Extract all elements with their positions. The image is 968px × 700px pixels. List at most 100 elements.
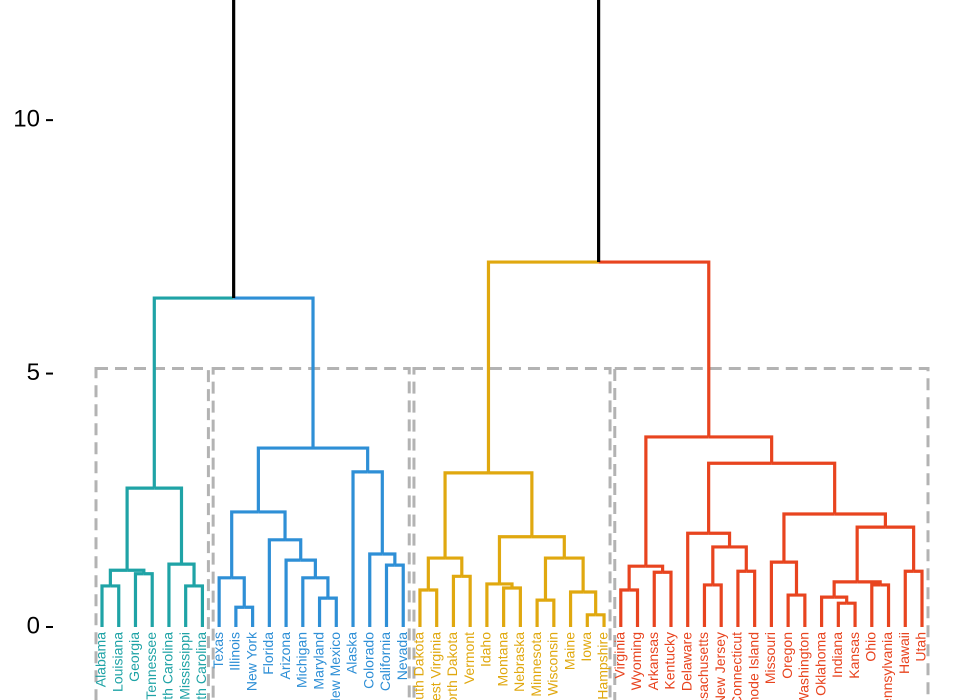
branch (857, 580, 882, 585)
leaf-label: Montana (494, 632, 510, 687)
branch (127, 568, 146, 574)
leaf-label: Texas (210, 632, 226, 669)
branch (769, 560, 784, 627)
branch (152, 296, 234, 489)
branch (597, 0, 601, 263)
branch (232, 0, 236, 299)
leaf-label: Michigan (294, 632, 310, 688)
branch (913, 569, 924, 627)
branch (108, 568, 128, 586)
branch (300, 558, 317, 578)
leaf-label: California (377, 632, 393, 691)
branch (595, 613, 606, 627)
branch (230, 510, 259, 578)
branch (317, 596, 328, 627)
leaf-label: Massachusetts (695, 632, 711, 700)
y-tick-label: 10 (13, 105, 40, 132)
branch (256, 446, 314, 512)
branch (284, 558, 301, 627)
branch (367, 470, 384, 555)
leaf-label: West Virginia (427, 632, 443, 700)
branch (535, 598, 546, 627)
leaf-label: Iowa (578, 632, 594, 662)
branch (488, 471, 534, 537)
leaf-label: Oregon (779, 632, 795, 679)
branch (154, 486, 184, 565)
branch (834, 595, 849, 604)
branch (855, 525, 886, 582)
branch (564, 556, 585, 593)
leaf-label: Louisiana (109, 632, 125, 692)
branch (771, 461, 837, 514)
leaf-label: Tennessee (143, 632, 159, 700)
branch (786, 593, 797, 627)
branch (394, 563, 405, 627)
leaf-label: South Dakota (411, 632, 427, 700)
branch (531, 535, 566, 559)
branch (100, 584, 111, 627)
branch (267, 538, 286, 627)
leaf-label: Missouri (762, 632, 778, 684)
branch (870, 583, 881, 627)
branch (426, 556, 446, 590)
branch (708, 531, 732, 547)
branch (315, 576, 330, 599)
branch (418, 588, 429, 627)
leaf-label: Delaware (678, 632, 694, 691)
branch (244, 605, 255, 627)
y-tick-label: 5 (27, 359, 40, 386)
branch (796, 593, 807, 627)
branch (110, 584, 121, 627)
branch (231, 576, 246, 608)
branch (885, 525, 916, 572)
leaf-label: Ohio (862, 632, 878, 662)
leaf-label: Arkansas (645, 632, 661, 690)
leaf-label: Utah (913, 632, 929, 662)
branch (382, 552, 397, 566)
branch (846, 601, 857, 627)
branch (133, 572, 144, 627)
branch (486, 260, 599, 473)
leaf-label: Hawaii (896, 632, 912, 674)
leaf-label: Kansas (846, 632, 862, 679)
branch (125, 486, 155, 571)
branch (736, 569, 747, 627)
branch (819, 595, 835, 627)
leaf-label: Connecticut (729, 632, 745, 700)
branch (143, 572, 154, 627)
branch (351, 470, 368, 627)
leaf-label: Mississippi (176, 632, 192, 700)
branch (645, 564, 665, 573)
leaf-label: New Hampshire (595, 632, 611, 700)
branch (258, 510, 287, 540)
branch (644, 435, 709, 567)
leaf-label: Kentucky (662, 632, 678, 690)
branch (598, 260, 711, 437)
branch (233, 296, 315, 449)
branch (234, 605, 245, 627)
branch (502, 586, 512, 627)
branch (327, 596, 338, 627)
branch (627, 564, 646, 590)
y-tick-label: 0 (27, 612, 40, 639)
leaf-label: Georgia (126, 632, 142, 682)
leaf-label: Maryland (310, 632, 326, 690)
leaf-label: North Dakota (444, 632, 460, 700)
leaf-label: New Jersey (712, 632, 728, 700)
leaf-label: Indiana (829, 632, 845, 678)
leaf-label: Washington (796, 632, 812, 700)
branch (497, 535, 532, 584)
branch (711, 545, 730, 585)
cluster-rect (211, 366, 411, 700)
leaf-label: South Carolina (193, 632, 209, 700)
leaf-label: Alaska (344, 632, 360, 674)
branch (167, 562, 182, 627)
leaf-label: Rhode Island (745, 632, 761, 700)
branch (313, 446, 370, 472)
branch (702, 583, 713, 627)
branch (903, 569, 914, 627)
leaf-label: Illinois (227, 632, 243, 671)
branch (543, 556, 565, 601)
branch (443, 471, 489, 559)
